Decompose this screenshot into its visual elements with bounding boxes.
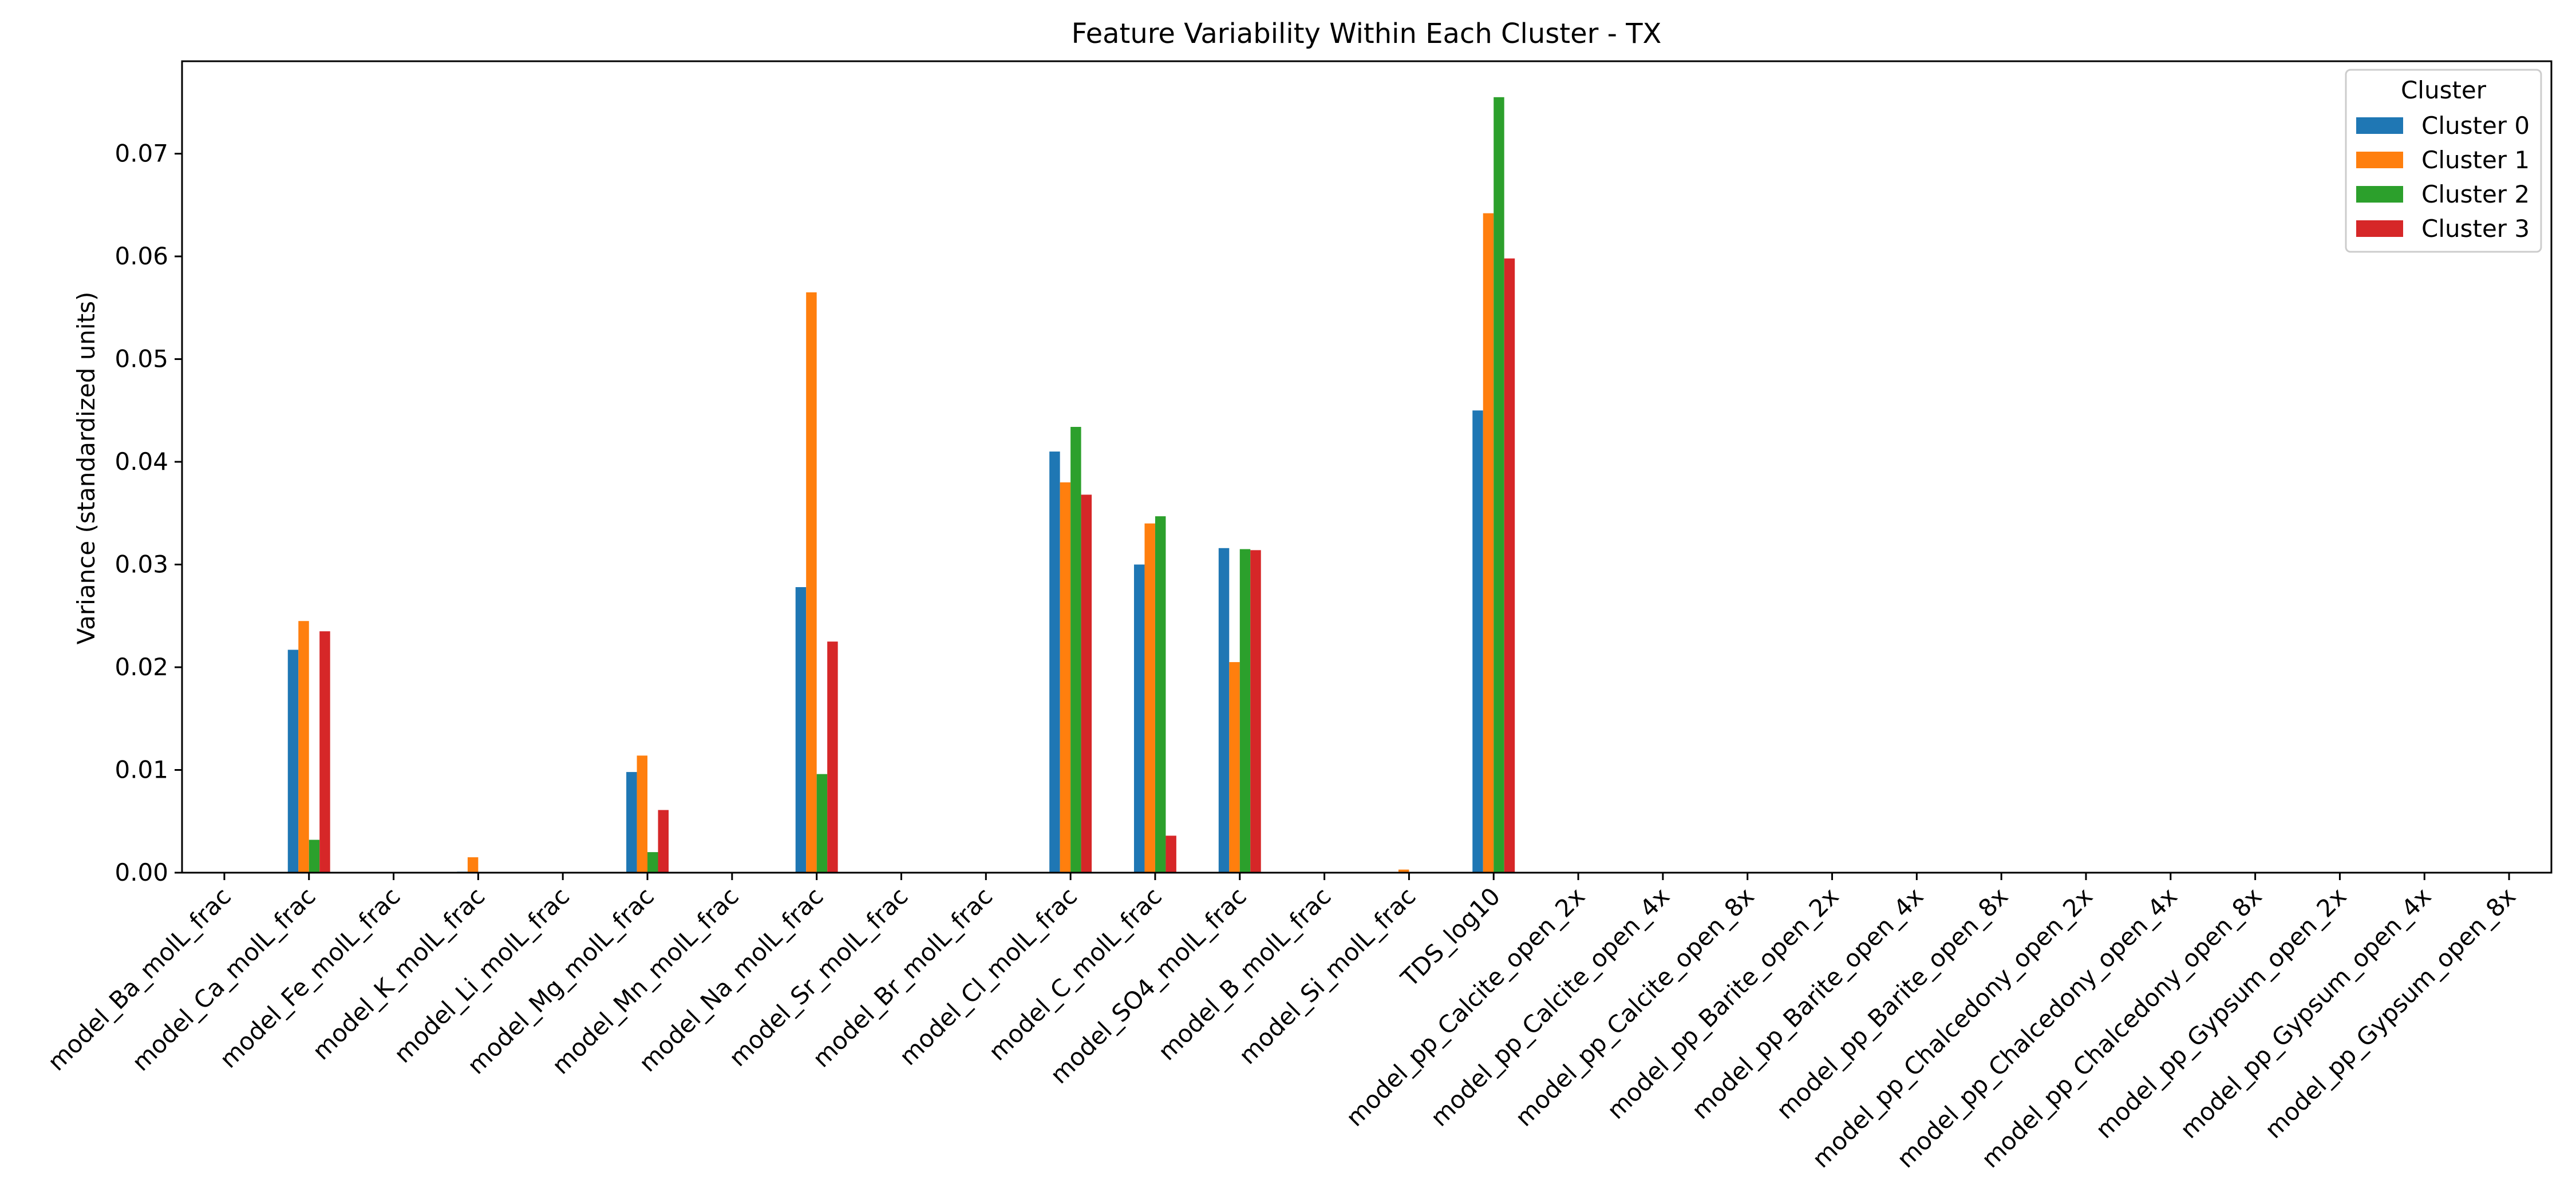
legend-swatch-cluster-1 xyxy=(2356,152,2403,168)
bar-cluster-1 xyxy=(467,857,479,873)
bars-layer xyxy=(287,97,1515,873)
y-tick-label: 0.06 xyxy=(114,242,168,270)
bar-cluster-2 xyxy=(1070,427,1081,873)
bar-cluster-1 xyxy=(1060,482,1071,873)
legend-swatch-cluster-3 xyxy=(2356,220,2403,237)
bar-cluster-0 xyxy=(795,587,807,873)
legend-label-cluster-1: Cluster 1 xyxy=(2421,146,2530,174)
y-tick-label: 0.07 xyxy=(114,140,168,168)
legend[interactable]: Cluster Cluster 0 Cluster 1 Cluster 2 Cluste… xyxy=(2345,69,2542,253)
bar-cluster-1 xyxy=(298,621,309,873)
bar-cluster-1 xyxy=(1229,662,1240,873)
bar-cluster-3 xyxy=(827,641,838,873)
bar-cluster-2 xyxy=(309,839,320,873)
bar-cluster-2 xyxy=(1239,549,1251,873)
plot-frame xyxy=(181,60,2553,874)
bar-cluster-1 xyxy=(637,755,648,873)
bar-cluster-3 xyxy=(1250,550,1261,873)
bar-cluster-3 xyxy=(658,810,669,873)
bar-cluster-0 xyxy=(626,772,637,873)
bar-cluster-0 xyxy=(1218,548,1230,873)
y-tick-label: 0.01 xyxy=(114,756,168,784)
bar-cluster-1 xyxy=(1144,523,1155,873)
chart-title: Feature Variability Within Each Cluster … xyxy=(1072,18,1662,50)
bar-cluster-2 xyxy=(816,774,828,873)
y-tick-label: 0.03 xyxy=(114,550,168,579)
bar-cluster-3 xyxy=(1504,258,1515,873)
bar-cluster-2 xyxy=(1494,97,1504,873)
bar-cluster-2 xyxy=(647,852,658,873)
legend-swatch-cluster-0 xyxy=(2356,117,2403,134)
bar-cluster-0 xyxy=(1133,564,1145,873)
y-tick-label: 0.02 xyxy=(114,653,168,681)
y-tick-label: 0.05 xyxy=(114,345,168,373)
bar-cluster-1 xyxy=(1483,213,1494,873)
legend-title: Cluster xyxy=(2401,76,2487,104)
bar-cluster-3 xyxy=(1081,494,1092,873)
legend-frame xyxy=(2345,69,2542,253)
legend-label-cluster-0: Cluster 0 xyxy=(2421,112,2530,140)
bar-cluster-2 xyxy=(1155,516,1166,873)
bar-cluster-0 xyxy=(1472,410,1483,873)
y-tick-label: 0.04 xyxy=(114,447,168,476)
bar-cluster-0 xyxy=(287,649,299,873)
bar-cluster-3 xyxy=(319,631,330,873)
bar-cluster-0 xyxy=(1049,451,1060,873)
y-tick-label: 0.00 xyxy=(114,858,168,886)
legend-label-cluster-2: Cluster 2 xyxy=(2421,180,2530,208)
legend-swatch-cluster-2 xyxy=(2356,186,2403,203)
legend-label-cluster-3: Cluster 3 xyxy=(2421,215,2530,243)
bar-cluster-1 xyxy=(806,292,817,873)
bar-cluster-3 xyxy=(1165,835,1176,873)
y-axis-label: Variance (standardized units) xyxy=(72,292,100,645)
bar-cluster-1 xyxy=(1398,869,1409,873)
